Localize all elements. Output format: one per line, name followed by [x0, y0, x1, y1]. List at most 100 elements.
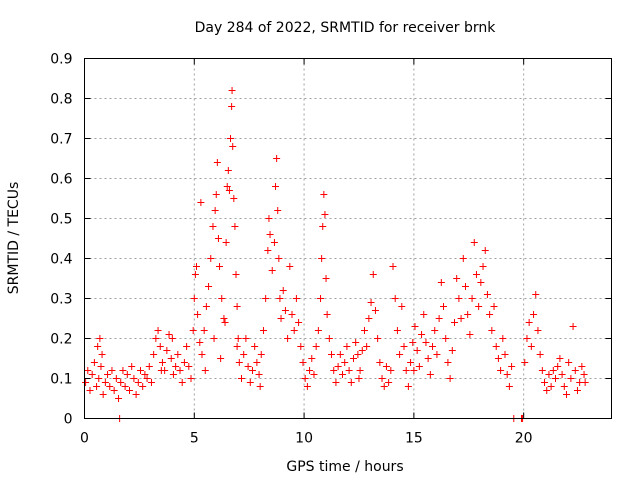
data-point	[360, 327, 368, 334]
data-point	[90, 359, 98, 366]
data-point	[121, 383, 129, 390]
data-point	[172, 363, 180, 370]
data-point	[321, 211, 329, 218]
data-point	[527, 343, 535, 350]
y-tick-label: 0.7	[50, 132, 72, 148]
data-point	[154, 327, 162, 334]
data-point	[253, 359, 261, 366]
data-point	[274, 207, 282, 214]
data-point	[211, 207, 219, 214]
data-point	[479, 263, 487, 270]
y-tick-label: 0.4	[50, 252, 72, 268]
y-tick-label: 0	[64, 412, 73, 428]
y-tick-label: 0.2	[50, 332, 72, 348]
data-point	[98, 351, 106, 358]
data-point	[82, 379, 90, 386]
data-point	[209, 223, 217, 230]
data-point	[426, 371, 434, 378]
data-point	[525, 319, 533, 326]
data-point	[139, 383, 147, 390]
data-point	[411, 323, 419, 330]
data-point	[95, 375, 103, 382]
data-point	[431, 327, 439, 334]
data-point	[464, 311, 472, 318]
data-point	[410, 367, 418, 374]
data-point	[387, 367, 395, 374]
data-point	[246, 379, 254, 386]
data-point	[168, 335, 176, 342]
data-point	[317, 295, 325, 302]
data-point	[466, 331, 474, 338]
data-point	[541, 379, 549, 386]
data-point	[422, 339, 430, 346]
data-point	[101, 379, 109, 386]
data-point	[290, 327, 298, 334]
x-axis-label: GPS time / hours	[286, 459, 403, 475]
data-point	[339, 371, 347, 378]
data-point	[558, 371, 566, 378]
data-point	[244, 363, 252, 370]
data-point	[223, 183, 231, 190]
data-point	[210, 335, 218, 342]
data-point	[571, 367, 579, 374]
data-point	[174, 351, 182, 358]
data-point	[547, 383, 555, 390]
data-point	[99, 391, 107, 398]
data-point	[279, 287, 287, 294]
data-point	[178, 379, 186, 386]
data-point	[404, 383, 412, 390]
data-point	[481, 247, 489, 254]
data-point	[503, 371, 511, 378]
data-point	[580, 371, 588, 378]
data-point	[402, 367, 410, 374]
data-point	[88, 371, 96, 378]
data-point	[455, 295, 463, 302]
data-point	[477, 279, 485, 286]
data-point	[320, 191, 328, 198]
data-point	[358, 347, 366, 354]
data-point	[336, 351, 344, 358]
data-point	[391, 295, 399, 302]
data-point	[322, 275, 330, 282]
data-point	[221, 319, 229, 326]
data-point	[325, 335, 333, 342]
data-point	[126, 387, 134, 394]
data-point	[536, 351, 544, 358]
x-tick-label: 10	[295, 431, 313, 447]
data-point	[238, 375, 246, 382]
data-point	[157, 367, 165, 374]
data-point	[265, 215, 273, 222]
data-point	[543, 387, 551, 394]
data-point	[143, 375, 151, 382]
data-point	[86, 387, 94, 394]
y-tick-label: 0.5	[50, 212, 72, 228]
data-point	[363, 343, 371, 350]
data-point	[560, 383, 568, 390]
data-point	[334, 363, 342, 370]
data-point	[270, 239, 278, 246]
data-point	[420, 311, 428, 318]
data-point	[444, 359, 452, 366]
data-point	[450, 319, 458, 326]
data-point	[218, 295, 226, 302]
data-point	[396, 351, 404, 358]
data-point	[163, 347, 171, 354]
data-point	[565, 359, 573, 366]
data-point	[459, 255, 467, 262]
data-point	[378, 375, 386, 382]
data-point	[552, 375, 560, 382]
data-point	[222, 239, 230, 246]
data-point	[257, 351, 265, 358]
data-point	[494, 355, 502, 362]
data-point	[94, 343, 102, 350]
data-point	[213, 159, 221, 166]
data-point	[581, 379, 589, 386]
data-point	[262, 295, 270, 302]
data-point	[93, 383, 101, 390]
data-point	[197, 199, 205, 206]
data-point	[330, 367, 338, 374]
data-point	[470, 239, 478, 246]
data-point	[217, 355, 225, 362]
data-point	[276, 295, 284, 302]
